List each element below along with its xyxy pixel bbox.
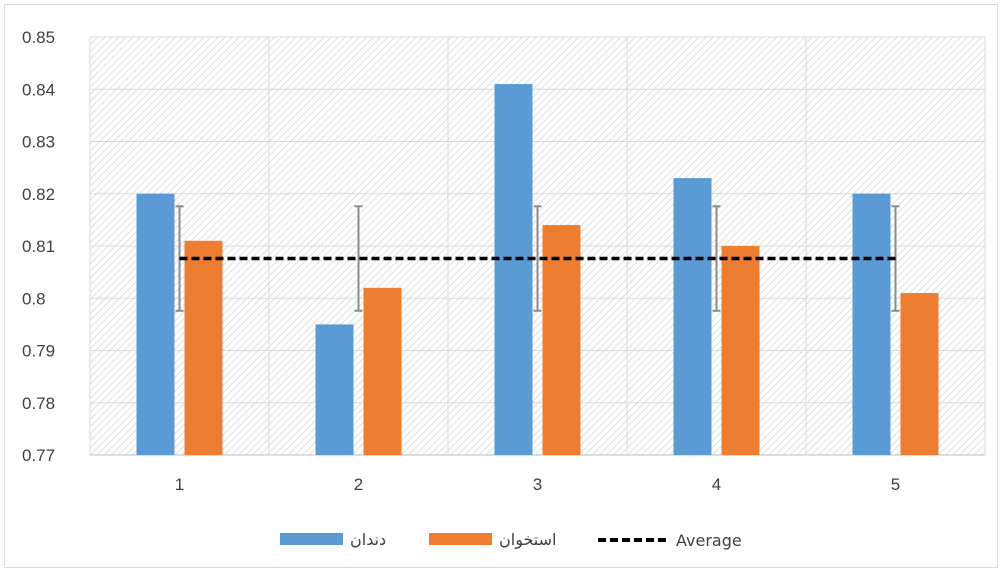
x-tick-label: 1 — [175, 475, 184, 494]
x-tick-label: 3 — [533, 475, 542, 494]
y-axis: 0.77 0.78 0.79 0.8 0.81 0.82 0.83 0.84 0.85 — [22, 28, 55, 465]
gridlines — [89, 36, 986, 456]
x-axis: 1 2 3 4 5 — [175, 475, 900, 494]
legend-swatch-series-2 — [429, 533, 492, 545]
y-tick-label: 0.83 — [22, 133, 55, 152]
y-tick-label: 0.77 — [22, 446, 55, 465]
legend-swatch-series-1 — [280, 533, 343, 545]
y-tick-label: 0.78 — [22, 394, 55, 413]
y-tick-label: 0.79 — [22, 342, 55, 361]
bars — [136, 84, 939, 456]
bar-series-1 — [494, 84, 533, 456]
x-tick-label: 2 — [354, 475, 363, 494]
y-tick-label: 0.85 — [22, 28, 55, 47]
bar-series-2 — [900, 293, 939, 455]
bar-series-1 — [315, 324, 354, 455]
bar-series-1 — [136, 193, 175, 455]
legend: دندان استخوان Average — [280, 530, 742, 550]
bar-series-2 — [363, 287, 402, 455]
legend-label-series-1: دندان — [350, 530, 386, 549]
legend-label-average: Average — [676, 531, 742, 550]
bar-series-2 — [184, 240, 223, 455]
y-tick-label: 0.81 — [22, 237, 55, 256]
y-tick-label: 0.82 — [22, 185, 55, 204]
bar-series-1 — [852, 193, 891, 455]
bar-series-2 — [542, 225, 581, 455]
bar-series-2 — [721, 246, 760, 455]
legend-label-series-2: استخوان — [499, 530, 556, 550]
y-tick-label: 0.84 — [22, 80, 55, 99]
x-tick-label: 5 — [891, 475, 900, 494]
bar-series-1 — [673, 178, 712, 455]
x-tick-label: 4 — [712, 475, 721, 494]
y-tick-label: 0.8 — [22, 289, 46, 308]
